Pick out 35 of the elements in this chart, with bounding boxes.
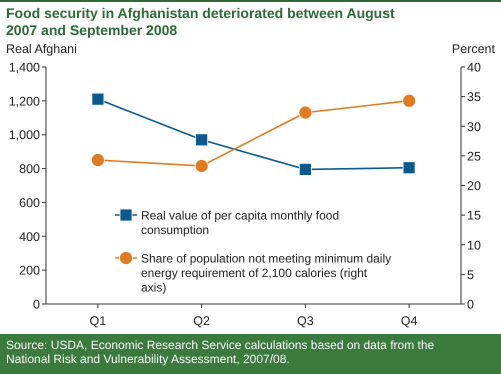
y-tick-label: 1,200 bbox=[8, 94, 40, 108]
point bbox=[402, 94, 416, 108]
y2-tick-label: 15 bbox=[467, 208, 481, 223]
source-note: Source: USDA, Economic Research Service calculations based on data from the National Risk and Vulnerability Assessment, 2007/08. bbox=[6, 338, 435, 366]
y-tick-label: 200 bbox=[19, 264, 40, 278]
y-tick-label: 800 bbox=[19, 162, 40, 176]
point bbox=[194, 159, 209, 173]
point bbox=[90, 153, 105, 167]
y2-tick-label: 30 bbox=[467, 120, 481, 134]
x-tick-label: Q4 bbox=[400, 314, 418, 328]
y2-tick-label: 25 bbox=[467, 149, 481, 164]
y2-tick-label: 40 bbox=[467, 60, 481, 74]
y-tick-label: 1,000 bbox=[8, 128, 40, 142]
point bbox=[195, 133, 208, 146]
y-tick-label: 0 bbox=[33, 298, 40, 312]
y2-tick-label: 35 bbox=[467, 90, 481, 104]
x-tick-label: Q1 bbox=[90, 314, 106, 328]
y-tick-label: 400 bbox=[19, 230, 40, 244]
y2-tick-label: 0 bbox=[467, 298, 474, 312]
point bbox=[298, 163, 312, 176]
x-tick-label: Q3 bbox=[297, 314, 314, 328]
legend-label: Share of population not meeting minimum daily energy requirement of 2,100 calories (right axis) bbox=[141, 252, 392, 294]
y-tick-label: 600 bbox=[19, 196, 40, 210]
point bbox=[91, 92, 104, 106]
y2-tick-label: 20 bbox=[467, 179, 481, 193]
point bbox=[298, 106, 312, 120]
y2-tick-label: 5 bbox=[467, 268, 474, 282]
y2-tick-label: 10 bbox=[467, 238, 481, 252]
y2-axis-title: Percent bbox=[452, 42, 496, 56]
chart-title: Food security in Afghanistan deteriorated between August 2007 and September 2008 bbox=[6, 5, 396, 38]
y-tick-label: 1,400 bbox=[8, 60, 40, 74]
x-tick-label: Q2 bbox=[193, 314, 210, 328]
point bbox=[402, 161, 416, 174]
legend-label: Real value of per capita monthly food consumption bbox=[141, 208, 340, 237]
y-axis-title: Real Afghani bbox=[6, 42, 77, 56]
